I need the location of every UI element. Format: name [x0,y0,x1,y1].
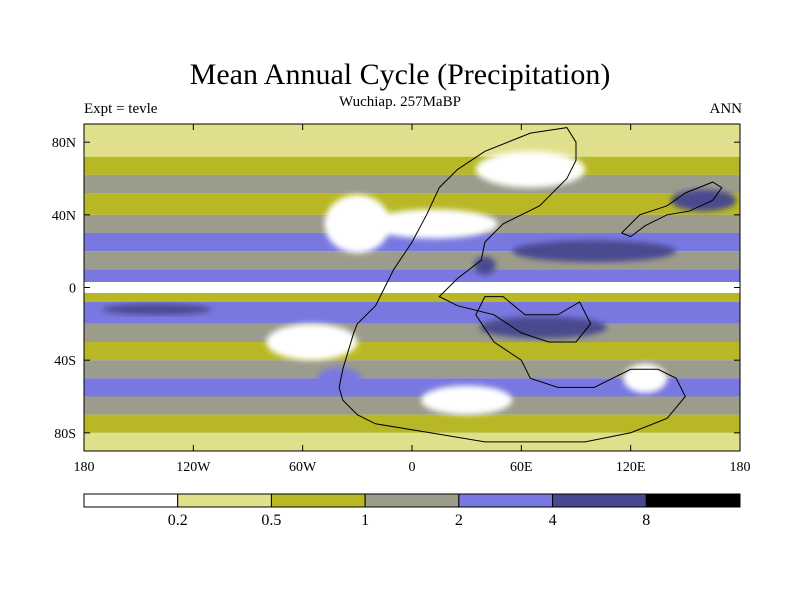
precip-feature [370,209,498,239]
x-tick-label: 60E [510,460,533,475]
precip-feature [102,303,212,315]
colorbar-swatch [177,493,272,508]
coastline-path [621,181,723,238]
precip-band [84,142,740,157]
coastline [338,127,723,443]
chart-subtitle: Wuchiap. 257MaBP [339,94,461,110]
precip-band [84,174,740,194]
colorbar-swatch [83,493,179,508]
x-tick-label: 180 [74,460,95,475]
y-tick-label: 80N [52,136,76,151]
precip-feature [623,363,668,393]
x-tick-label: 120W [176,460,211,475]
colorbar-label: 4 [549,512,557,529]
precip-band [84,414,740,433]
precip-band [84,269,740,283]
x-tick-label: 180 [730,460,751,475]
precip-feature [266,323,358,361]
precip-band [84,124,740,143]
precip-band [84,156,740,175]
colorbar-label: 2 [455,512,463,529]
precip-band [84,193,740,215]
colorbar-label: 1 [361,512,369,529]
experiment-label: Expt = tevle [84,101,158,117]
precip-band [84,378,740,397]
precip-feature [479,316,607,339]
precip-band [84,432,740,451]
colorbar-label: 0.5 [261,512,281,529]
x-tick-label: 60W [289,460,317,475]
colorbar-swatch [270,493,366,508]
precip-band [84,342,740,361]
y-tick-label: 40N [52,209,76,224]
y-tick-label: 40S [54,354,76,369]
axes: 180 120W 60W 0 60E 120E 180 80N 40N 0 40S 80S [52,124,751,475]
colorbar-swatch [458,493,554,508]
colorbar-label: 0.2 [168,512,188,529]
season-label: ANN [709,101,743,117]
precip-feature [475,151,586,188]
x-tick-label: 0 [409,460,416,475]
precipitation-field [84,124,740,451]
precip-band [84,360,740,379]
precip-band [84,396,740,415]
precip-feature [473,256,496,275]
y-tick-label: 80S [54,427,76,442]
y-tick-label: 0 [69,282,76,297]
coastline-path [338,127,686,443]
precip-feature [421,385,513,415]
colorbar: 0.2 0.5 1 2 4 8 [83,493,741,529]
precip-feature [324,194,391,253]
colorbar-swatch [645,493,741,508]
precip-band [84,323,740,342]
precip-feature [512,240,677,263]
precip-feature [317,367,361,390]
precip-band [84,292,740,303]
chart-title: Mean Annual Cycle (Precipitation) [189,58,611,91]
colorbar-swatch [364,493,460,508]
precip-band [84,282,740,293]
colorbar-label: 8 [642,512,650,529]
x-tick-label: 120E [616,460,646,475]
precip-feature [670,189,737,212]
colorbar-swatch [552,493,647,508]
